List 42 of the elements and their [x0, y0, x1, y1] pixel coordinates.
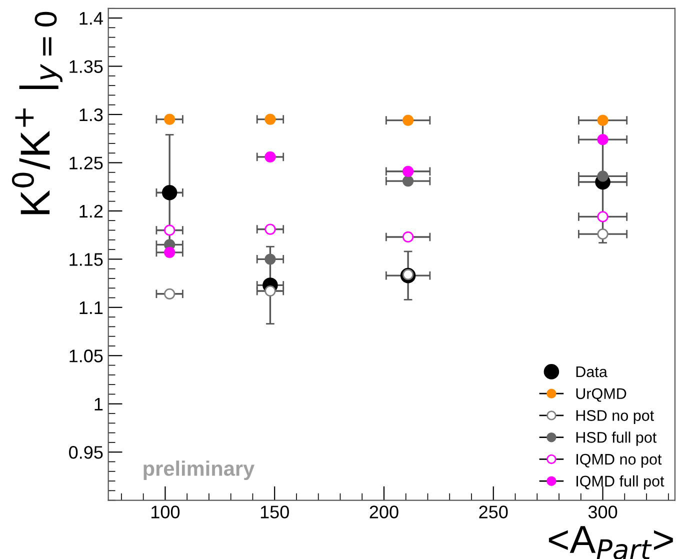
point [597, 134, 608, 146]
point [402, 175, 414, 187]
point [162, 184, 178, 200]
point [164, 224, 176, 236]
point [597, 170, 608, 182]
point [264, 285, 276, 297]
point [597, 211, 608, 222]
x-tick-label: 300 [588, 506, 618, 518]
y-tick-label: 1.15 [70, 253, 103, 266]
point [264, 114, 276, 125]
point [264, 151, 276, 162]
point [264, 254, 276, 265]
x-tick-label: 200 [370, 506, 398, 518]
legend-label: IQMD no pot [576, 454, 662, 468]
point [597, 228, 608, 240]
legend-label: IQMD full pot [576, 475, 664, 490]
legend-label: HSD no pot [576, 410, 654, 424]
y-tick-label: 1.3 [80, 108, 103, 122]
point [597, 114, 608, 126]
point [164, 246, 176, 258]
y-tick-label: 1.1 [80, 302, 103, 314]
x-tick-label: 100 [152, 506, 180, 518]
y-tick-label: 1 [94, 398, 103, 410]
x-tick-label: 250 [479, 506, 508, 518]
point [164, 114, 176, 125]
point [402, 231, 414, 243]
point [402, 114, 414, 126]
y-axis-title: K$^{0}$/K$^{+}$ |$_{y=0}$ [12, 12, 62, 214]
point [264, 224, 276, 235]
annotation: preliminary [144, 460, 255, 480]
y-tick-label: 1.2 [80, 204, 103, 218]
legend-label: Data [576, 366, 608, 378]
legend-label: UrQMD [576, 388, 626, 402]
y-tick-label: 1.4 [80, 12, 103, 25]
y-tick-label: 1.25 [70, 156, 103, 170]
point [164, 288, 176, 300]
point [402, 166, 414, 177]
y-tick-label: 1.35 [70, 60, 103, 73]
y-tick-label: 1.05 [70, 350, 103, 362]
x-tick-label: 150 [260, 506, 289, 518]
legend-label: HSD full pot [576, 432, 657, 446]
y-tick-label: 0.95 [69, 446, 103, 459]
